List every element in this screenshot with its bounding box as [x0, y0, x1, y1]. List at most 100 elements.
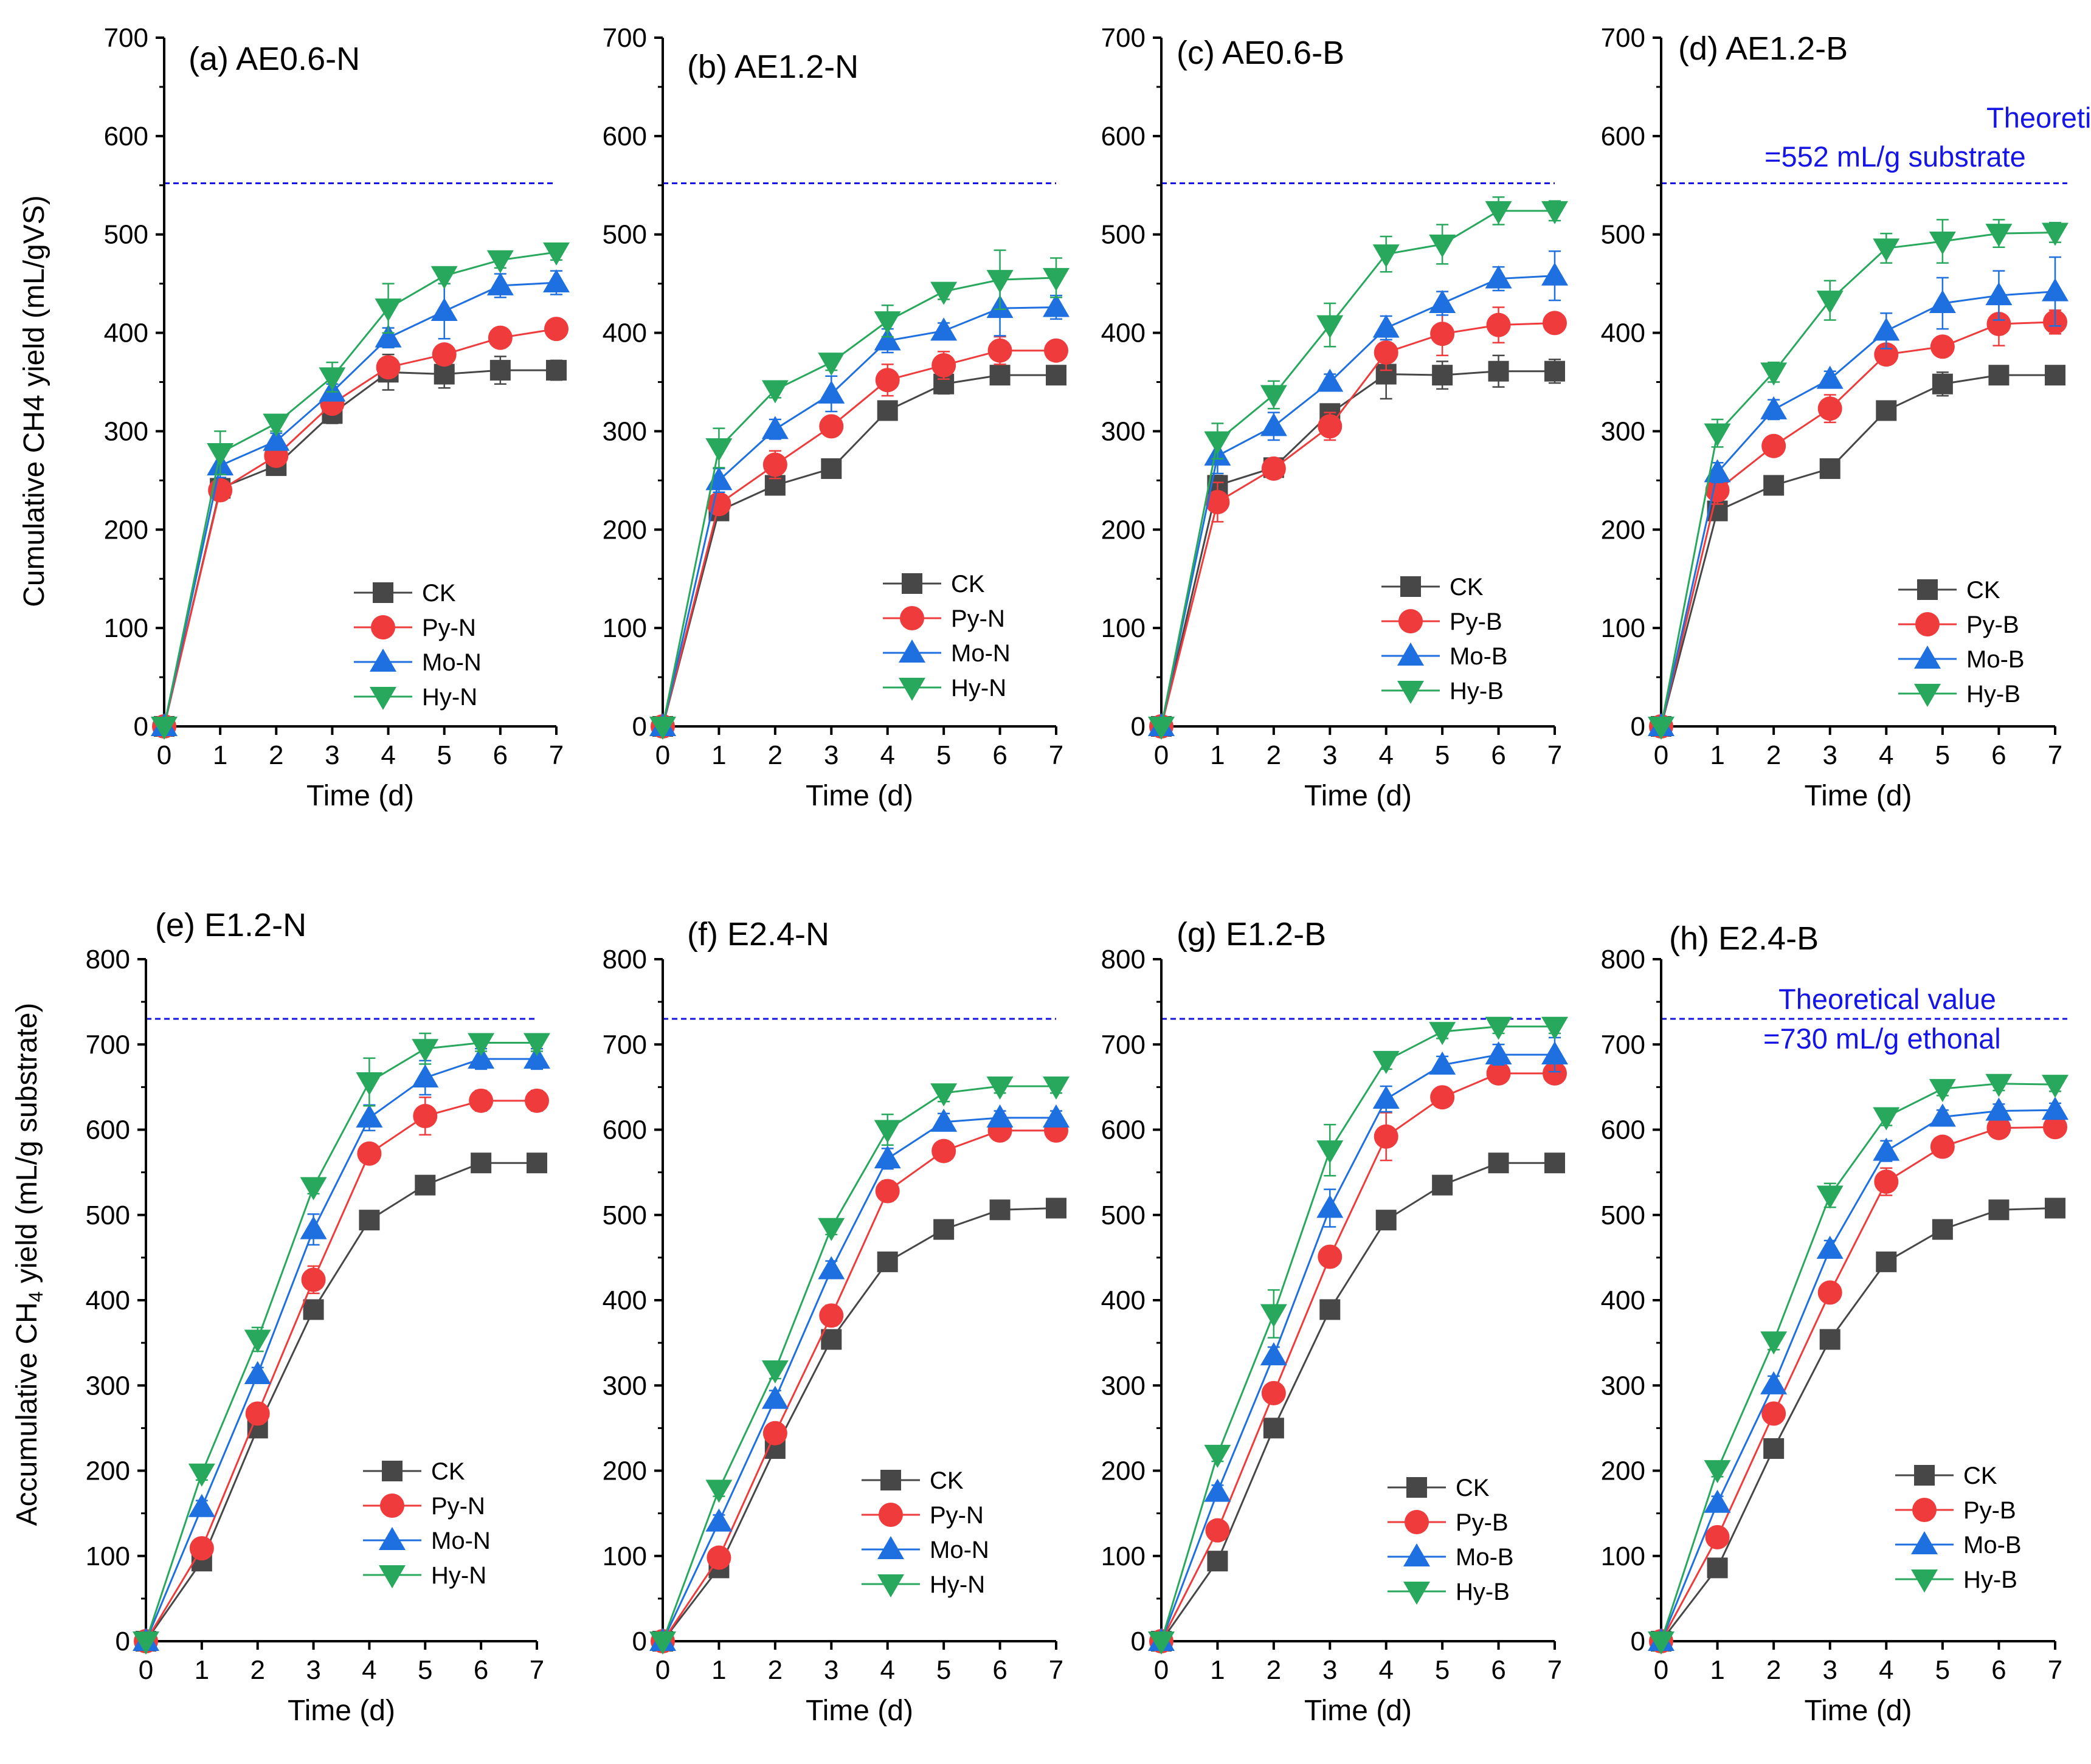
data-point	[821, 458, 842, 479]
y-tick-label: 0	[632, 1627, 647, 1656]
data-point	[818, 1256, 845, 1280]
data-point	[525, 1088, 549, 1113]
data-point	[1763, 475, 1785, 496]
data-point	[1485, 201, 1512, 224]
chart-panel-3: 0 100 200 300 400 500 600 700 0 1 2 3 4 5 6 7 Time (d) (d…	[1601, 23, 2069, 812]
data-point	[1873, 1137, 1900, 1161]
x-tick-label: 1	[195, 1655, 209, 1685]
data-point	[931, 353, 956, 377]
legend-marker	[1914, 684, 1941, 707]
data-point	[527, 1152, 547, 1174]
series-Hy-N	[649, 1076, 1070, 1655]
x-tick-label: 1	[1210, 740, 1225, 770]
y-tick-label: 100	[1601, 613, 1645, 643]
legend: CK Py-B Mo-B Hy-B	[1388, 1475, 1514, 1605]
series-Hy-N	[151, 242, 570, 740]
data-point	[819, 1303, 844, 1328]
data-point	[1318, 414, 1343, 439]
data-point	[874, 327, 901, 351]
data-point	[1930, 1134, 1955, 1159]
data-point	[1817, 396, 1842, 421]
data-point	[1429, 290, 1456, 314]
x-tick-label: 7	[2048, 740, 2062, 770]
data-point	[1375, 1210, 1397, 1231]
data-point	[987, 338, 1012, 363]
y-tick-label: 400	[1601, 1286, 1645, 1315]
data-point	[874, 1145, 901, 1169]
data-point	[1544, 360, 1565, 382]
y-tick-label: 0	[116, 1627, 130, 1656]
data-point	[1816, 1185, 1844, 1209]
y-tick-label: 500	[1601, 220, 1645, 250]
y-tick-label: 500	[603, 220, 647, 250]
y-tick-label: 500	[1601, 1201, 1645, 1230]
data-point	[818, 380, 845, 404]
data-point	[415, 1174, 436, 1196]
series-Hy-B	[1648, 1073, 2069, 1655]
legend-label: CK	[422, 580, 456, 607]
legend-marker	[1400, 576, 1421, 597]
legend: CK Py-N Mo-N Hy-N	[354, 580, 482, 711]
data-point	[469, 1088, 494, 1113]
y-tick-label: 400	[1101, 319, 1146, 348]
y-tick-label: 100	[1101, 1542, 1146, 1571]
y-tick-label: 500	[104, 220, 148, 250]
series-line	[662, 1085, 1056, 1642]
data-point	[761, 1385, 789, 1409]
y-tick-label: 600	[603, 1115, 647, 1145]
legend-marker	[1912, 1498, 1937, 1522]
data-point	[356, 1104, 383, 1128]
data-point	[1260, 1304, 1287, 1328]
data-point	[1043, 267, 1070, 291]
y-tick-label: 500	[1101, 220, 1146, 250]
data-point	[468, 1046, 495, 1069]
y-tick-label: 200	[1101, 1456, 1146, 1486]
x-tick-label: 3	[325, 740, 339, 770]
data-point	[432, 342, 457, 367]
chart-panel-0: 0 100 200 300 400 500 600 700 0 1 2 3 4 5 6 7 Time (d) (a…	[104, 23, 570, 812]
data-point	[877, 1251, 898, 1272]
x-tick-label: 3	[824, 1655, 838, 1685]
series-line	[1660, 1083, 2056, 1642]
data-point	[413, 1104, 438, 1129]
data-point	[1648, 1631, 1675, 1655]
y-tick-label: 200	[1601, 1456, 1645, 1486]
data-point	[761, 380, 789, 404]
legend-label: CK	[1966, 577, 2000, 604]
x-axis-title: Time (d)	[1805, 1695, 1912, 1727]
y-tick-label: 700	[1101, 23, 1146, 53]
series-Mo-B	[1148, 250, 1568, 736]
x-tick-label: 3	[306, 1655, 320, 1685]
data-point	[1929, 1103, 1956, 1127]
data-point	[931, 1139, 956, 1163]
theory-text-top-line2: =552 mL/g substrate	[1764, 140, 2026, 173]
data-point	[705, 1508, 733, 1532]
data-point	[1372, 1050, 1400, 1074]
y-tick-label: 400	[1601, 319, 1645, 348]
x-tick-label: 4	[381, 740, 395, 770]
data-point	[376, 355, 401, 380]
legend-label: CK	[1963, 1463, 1997, 1489]
data-point	[1430, 322, 1455, 346]
y-tick-label: 0	[1631, 1627, 1645, 1656]
x-tick-label: 0	[655, 1655, 670, 1685]
y-tick-label: 0	[1631, 712, 1645, 742]
legend: CK Py-N Mo-N Hy-N	[862, 1467, 989, 1598]
data-point	[189, 1536, 214, 1561]
series-Mo-B	[1148, 1036, 1568, 1651]
x-tick-label: 3	[1322, 740, 1337, 770]
legend-label: Mo-N	[951, 640, 1011, 667]
data-point	[1260, 1342, 1287, 1366]
data-point	[543, 242, 570, 266]
data-point	[359, 1210, 380, 1231]
data-point	[1929, 290, 1956, 314]
data-point	[1648, 717, 1675, 740]
data-point	[877, 400, 898, 421]
data-point	[1429, 234, 1456, 258]
x-axis-title: Time (d)	[1304, 1695, 1412, 1727]
data-point	[1543, 311, 1567, 336]
data-point	[1261, 1380, 1286, 1405]
legend-marker	[1911, 1531, 1938, 1554]
data-point	[544, 317, 569, 342]
data-point	[986, 270, 1014, 294]
